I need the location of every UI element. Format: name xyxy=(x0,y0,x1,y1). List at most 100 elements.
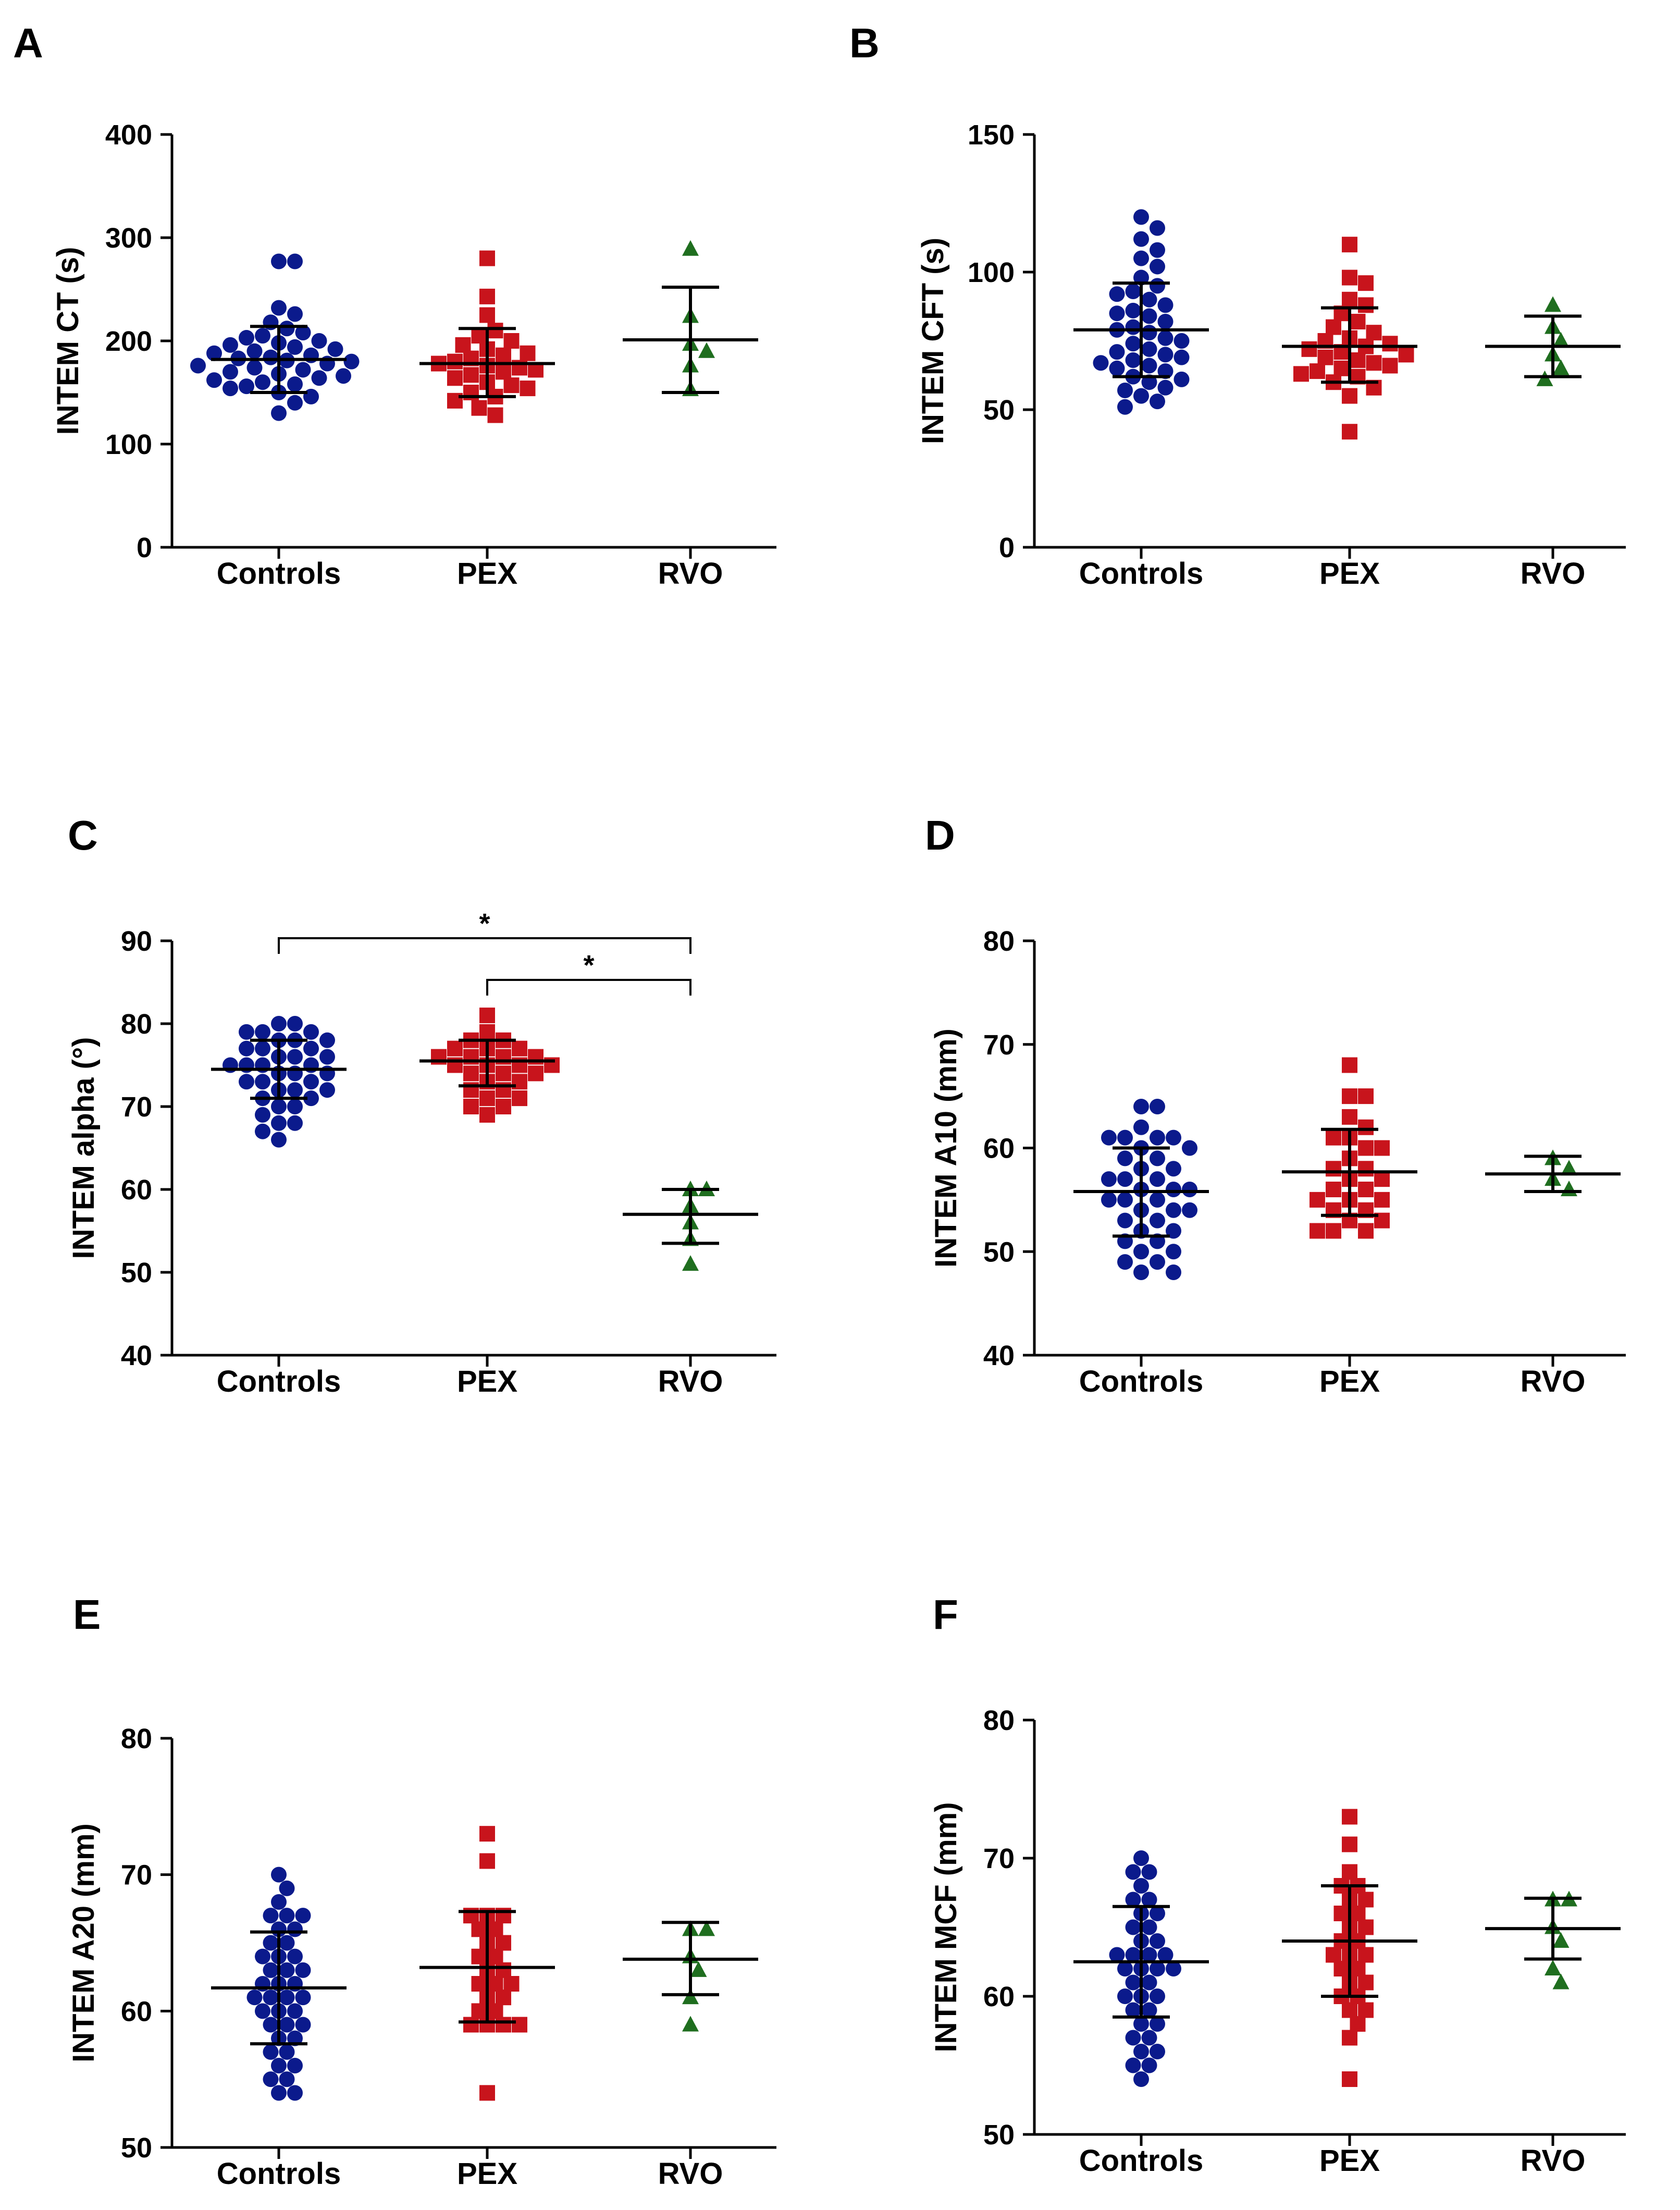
x-tick-label: Controls xyxy=(1079,557,1203,591)
data-point-controls xyxy=(1150,2044,1165,2059)
data-point-pex xyxy=(1326,1182,1341,1197)
data-point-controls xyxy=(1141,2030,1157,2046)
data-point-controls xyxy=(271,1132,287,1148)
data-point-controls xyxy=(1173,333,1190,349)
data-point-controls xyxy=(343,353,360,370)
data-point-controls xyxy=(1166,1961,1181,1976)
data-point-controls xyxy=(1125,1947,1141,1963)
data-point-rvo xyxy=(1552,1932,1570,1948)
data-point-pex xyxy=(1358,2002,1374,2018)
y-tick-label: 60 xyxy=(983,1981,1015,2012)
data-point-pex xyxy=(1342,1809,1357,1825)
data-point-controls xyxy=(1133,1099,1149,1114)
x-tick-label: PEX xyxy=(457,1365,517,1398)
data-point-pex xyxy=(1374,1171,1390,1187)
data-point-controls xyxy=(1166,1161,1181,1177)
data-point-controls xyxy=(1182,1182,1197,1197)
data-point-controls xyxy=(255,1040,270,1057)
data-point-controls xyxy=(1125,283,1141,299)
data-point-controls xyxy=(239,1024,254,1040)
data-point-pex xyxy=(1358,1088,1374,1104)
data-point-controls xyxy=(1125,2057,1141,2073)
data-point-controls xyxy=(287,1099,303,1114)
data-point-pex xyxy=(447,1040,463,1057)
data-point-pex xyxy=(447,353,463,370)
panel-letter: A xyxy=(13,20,43,66)
data-point-pex xyxy=(1326,1223,1341,1239)
data-point-controls xyxy=(1125,2002,1141,2018)
data-point-controls xyxy=(1117,1150,1133,1167)
data-point-controls xyxy=(1109,286,1125,302)
data-point-pex xyxy=(496,1962,511,1978)
data-point-controls xyxy=(295,2017,311,2033)
data-point-controls xyxy=(1109,1947,1125,1963)
data-point-pex xyxy=(1342,2071,1357,2087)
data-point-rvo xyxy=(698,342,715,358)
data-point-controls xyxy=(303,1090,319,1107)
data-point-pex xyxy=(1342,291,1357,308)
data-point-pex xyxy=(1342,424,1357,440)
data-point-controls xyxy=(287,253,303,269)
data-point-pex xyxy=(1358,275,1374,291)
data-point-controls xyxy=(246,1990,263,2006)
data-point-controls xyxy=(255,328,270,344)
data-point-controls xyxy=(1109,305,1125,322)
x-tick-label: RVO xyxy=(1521,1365,1586,1398)
data-point-controls xyxy=(271,1894,287,1910)
data-point-controls xyxy=(1157,363,1173,379)
data-point-controls xyxy=(1150,1254,1165,1270)
data-point-controls xyxy=(1133,209,1149,225)
data-point-pex xyxy=(1358,1947,1374,1963)
significance-bracket xyxy=(486,979,691,996)
data-point-controls xyxy=(271,2058,287,2073)
data-point-controls xyxy=(311,370,327,386)
data-point-pex xyxy=(1358,1892,1374,1908)
data-point-controls xyxy=(1117,1171,1133,1187)
data-point-pex xyxy=(528,1065,543,1082)
data-point-pex xyxy=(463,2017,479,2033)
data-point-controls xyxy=(255,1123,270,1139)
data-point-controls xyxy=(1150,220,1165,236)
data-point-pex xyxy=(496,347,511,363)
data-point-pex xyxy=(487,323,503,339)
data-point-controls xyxy=(1173,349,1190,365)
data-point-pex xyxy=(1310,1223,1325,1239)
panel-e: E 50 60 70 80 INTEM A20 (mm) Controls PEX RVO xyxy=(67,1591,776,2191)
data-point-controls xyxy=(1141,1947,1157,1963)
data-point-rvo xyxy=(1561,1181,1577,1196)
data-point-pex xyxy=(1326,1947,1341,1963)
data-point-controls xyxy=(239,378,254,395)
data-point-controls xyxy=(1109,344,1125,360)
data-point-controls xyxy=(1101,1129,1117,1146)
data-point-controls xyxy=(1133,1878,1149,1894)
data-point-pex xyxy=(1342,2002,1357,2018)
y-tick-label: 200 xyxy=(105,326,152,357)
data-point-controls xyxy=(1141,308,1157,324)
data-point-controls xyxy=(1109,360,1125,376)
data-point-pex xyxy=(512,1090,527,1107)
data-point-controls xyxy=(295,1990,311,2006)
data-point-controls xyxy=(287,1921,303,1937)
x-tick-label: Controls xyxy=(217,1365,341,1398)
data-point-pex xyxy=(471,1976,487,1992)
data-point-pex xyxy=(1342,1836,1357,1852)
data-point-controls xyxy=(287,339,303,355)
data-point-pex xyxy=(496,1065,511,1082)
data-point-pex xyxy=(520,380,536,397)
data-point-pex xyxy=(1342,1109,1357,1125)
data-point-controls xyxy=(255,1024,270,1040)
data-point-controls xyxy=(1125,352,1141,368)
data-point-controls xyxy=(1150,1129,1165,1146)
data-point-controls xyxy=(279,1962,295,1978)
data-point-controls xyxy=(295,325,311,341)
data-point-controls xyxy=(263,1935,279,1951)
data-point-rvo xyxy=(1552,332,1570,348)
data-point-pex xyxy=(487,407,503,423)
data-point-rvo xyxy=(1552,1973,1570,1990)
data-point-controls xyxy=(1141,2057,1157,2073)
data-point-pex xyxy=(479,1826,495,1842)
data-point-controls xyxy=(1141,1892,1157,1908)
data-point-controls xyxy=(1166,1182,1181,1197)
x-tick-label: RVO xyxy=(1521,2144,1586,2178)
